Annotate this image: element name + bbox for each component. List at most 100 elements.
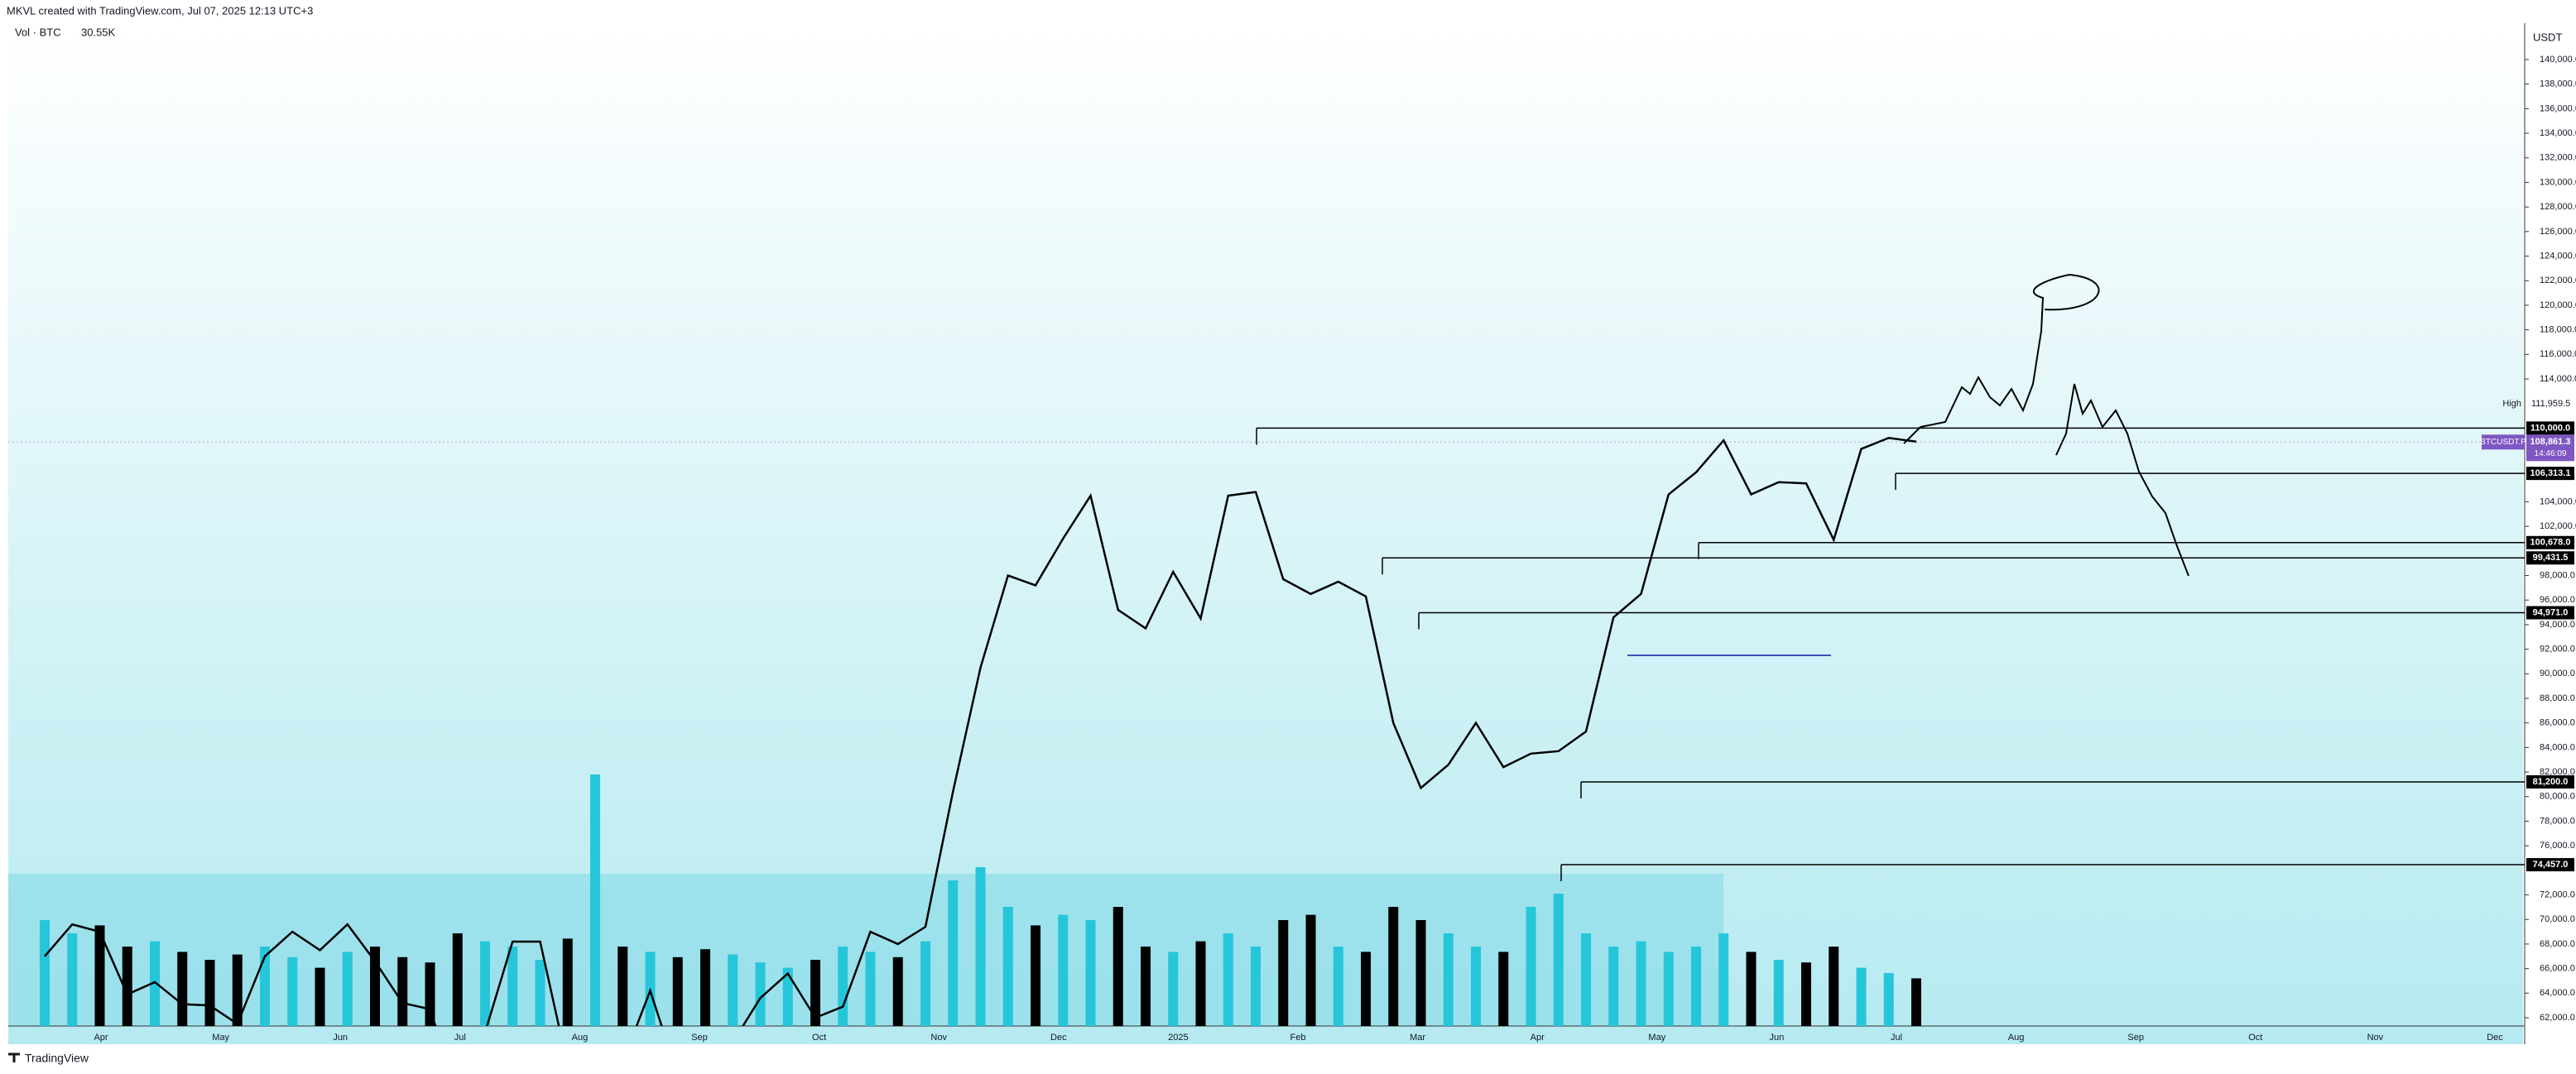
y-tick-label: 114,000.0 <box>2540 374 2576 384</box>
volume-bar <box>975 867 986 1026</box>
x-tick-label: Oct <box>2248 1033 2262 1043</box>
level-label-box <box>2526 774 2574 789</box>
volume-bar <box>1223 933 1233 1026</box>
volume-bar <box>728 954 738 1026</box>
y-tick-label: 128,000.0 <box>2540 202 2576 212</box>
y-tick-label: 116,000.0 <box>2540 349 2576 359</box>
y-tick-label: 78,000.0 <box>2540 816 2575 826</box>
volume-bar <box>1278 920 1289 1026</box>
volume-bar <box>1168 952 1179 1026</box>
high-value: 111,959.5 <box>2531 399 2570 409</box>
y-tick-label: 124,000.0 <box>2540 251 2576 261</box>
x-tick-label: Nov <box>930 1033 947 1043</box>
volume-bar <box>1856 967 1867 1026</box>
volume-bar <box>1801 962 1811 1026</box>
level-label: 94,971.0 <box>2533 607 2569 617</box>
level-label: 100,678.0 <box>2530 538 2571 548</box>
indicator-value: 30.55K <box>81 26 116 38</box>
level-label-box <box>2526 858 2574 872</box>
y-tick-label: 90,000.0 <box>2540 669 2575 678</box>
volume-bar <box>260 947 270 1026</box>
volume-bar <box>204 960 215 1026</box>
drawing <box>40 273 2189 1026</box>
volume-bar <box>755 962 766 1026</box>
volume-bar <box>535 960 545 1026</box>
y-tick-label: 80,000.0 <box>2540 792 2575 802</box>
footer-logo: TradingView <box>25 1052 89 1065</box>
level-label-box <box>2526 467 2574 481</box>
volume-bar <box>1636 941 1646 1026</box>
x-tick-label: Aug <box>572 1033 589 1043</box>
header-title: MKVL created with TradingView.com, Jul 0… <box>7 4 313 17</box>
volume-bar <box>94 925 105 1026</box>
y-tick-label: 136,000.0 <box>2540 103 2576 113</box>
y-tick-label: 132,000.0 <box>2540 153 2576 163</box>
volume-bar <box>287 957 298 1026</box>
volume-bar <box>1883 973 1894 1026</box>
volume-bar <box>618 947 628 1026</box>
level-label: 81,200.0 <box>2533 777 2569 787</box>
volume-bar <box>397 957 408 1026</box>
x-tick-label: 2025 <box>1168 1033 1188 1043</box>
y-tick-label: 68,000.0 <box>2540 939 2575 949</box>
last-price-label: 108,861.3 <box>2530 437 2571 447</box>
level-label: 110,000.0 <box>2530 423 2570 433</box>
y-tick-label: 122,000.0 <box>2540 276 2576 285</box>
y-tick-label: 138,000.0 <box>2540 79 2576 89</box>
y-tick-label: 104,000.0 <box>2540 496 2576 506</box>
volume-bar <box>1443 933 1454 1026</box>
volume-bar <box>1911 978 1921 1026</box>
y-tick-label: 62,000.0 <box>2540 1013 2575 1023</box>
x-tick-label: Jul <box>1891 1033 1902 1043</box>
x-tick-label: Nov <box>2367 1033 2384 1043</box>
level-label-box <box>2526 421 2574 435</box>
volume-bar <box>865 952 876 1026</box>
y-tick-label: 102,000.0 <box>2540 521 2576 531</box>
symbol-label: BTCUSDT.P <box>2480 438 2526 447</box>
y-tick-label: 70,000.0 <box>2540 914 2575 924</box>
volume-bar <box>1553 894 1564 1026</box>
volume-bar <box>507 947 518 1026</box>
volume-bar <box>1415 920 1426 1026</box>
x-tick-label: Jun <box>1770 1033 1785 1043</box>
currency: USDT <box>2533 31 2562 43</box>
volume-bar <box>782 967 793 1026</box>
volume-bar <box>1608 947 1619 1026</box>
volume-bar <box>67 933 78 1026</box>
high-label: High <box>2502 399 2521 409</box>
volume-bar <box>1305 914 1316 1026</box>
y-tick-label: 140,000.0 <box>2540 55 2576 65</box>
volume-bar <box>562 938 573 1026</box>
x-tick-label: Apr <box>1531 1033 1545 1043</box>
volume-bar <box>480 941 490 1026</box>
volume-bar <box>1388 907 1399 1026</box>
x-tick-label: Apr <box>94 1033 108 1043</box>
y-tick-label: 130,000.0 <box>2540 177 2576 187</box>
volume-bar <box>1002 907 1013 1026</box>
volume-bar <box>452 933 463 1026</box>
volume-bar <box>1361 952 1371 1026</box>
volume-bar <box>1829 947 1839 1026</box>
volume-bar <box>1251 947 1261 1026</box>
volume-bar <box>1471 947 1481 1026</box>
level-label: 99,431.5 <box>2533 553 2569 563</box>
y-tick-label: 94,000.0 <box>2540 620 2575 630</box>
projection-sketch <box>1903 273 2189 577</box>
x-tick-label: May <box>1648 1033 1665 1043</box>
volume-bar <box>1746 952 1757 1026</box>
volume-bar <box>838 947 848 1026</box>
level-label-box <box>2526 535 2574 549</box>
y-tick-label: 66,000.0 <box>2540 964 2575 974</box>
y-tick-label: 126,000.0 <box>2540 227 2576 237</box>
y-tick-label: 134,000.0 <box>2540 128 2576 138</box>
volume-bar <box>1663 952 1674 1026</box>
volume-bar <box>948 880 959 1026</box>
y-tick-label: 92,000.0 <box>2540 645 2575 654</box>
x-tick-label: Sep <box>2127 1033 2144 1043</box>
volume-bar <box>1141 947 1151 1026</box>
y-tick-label: 98,000.0 <box>2540 570 2575 580</box>
x-tick-label: Jul <box>454 1033 466 1043</box>
y-tick-label: 96,000.0 <box>2540 595 2575 605</box>
